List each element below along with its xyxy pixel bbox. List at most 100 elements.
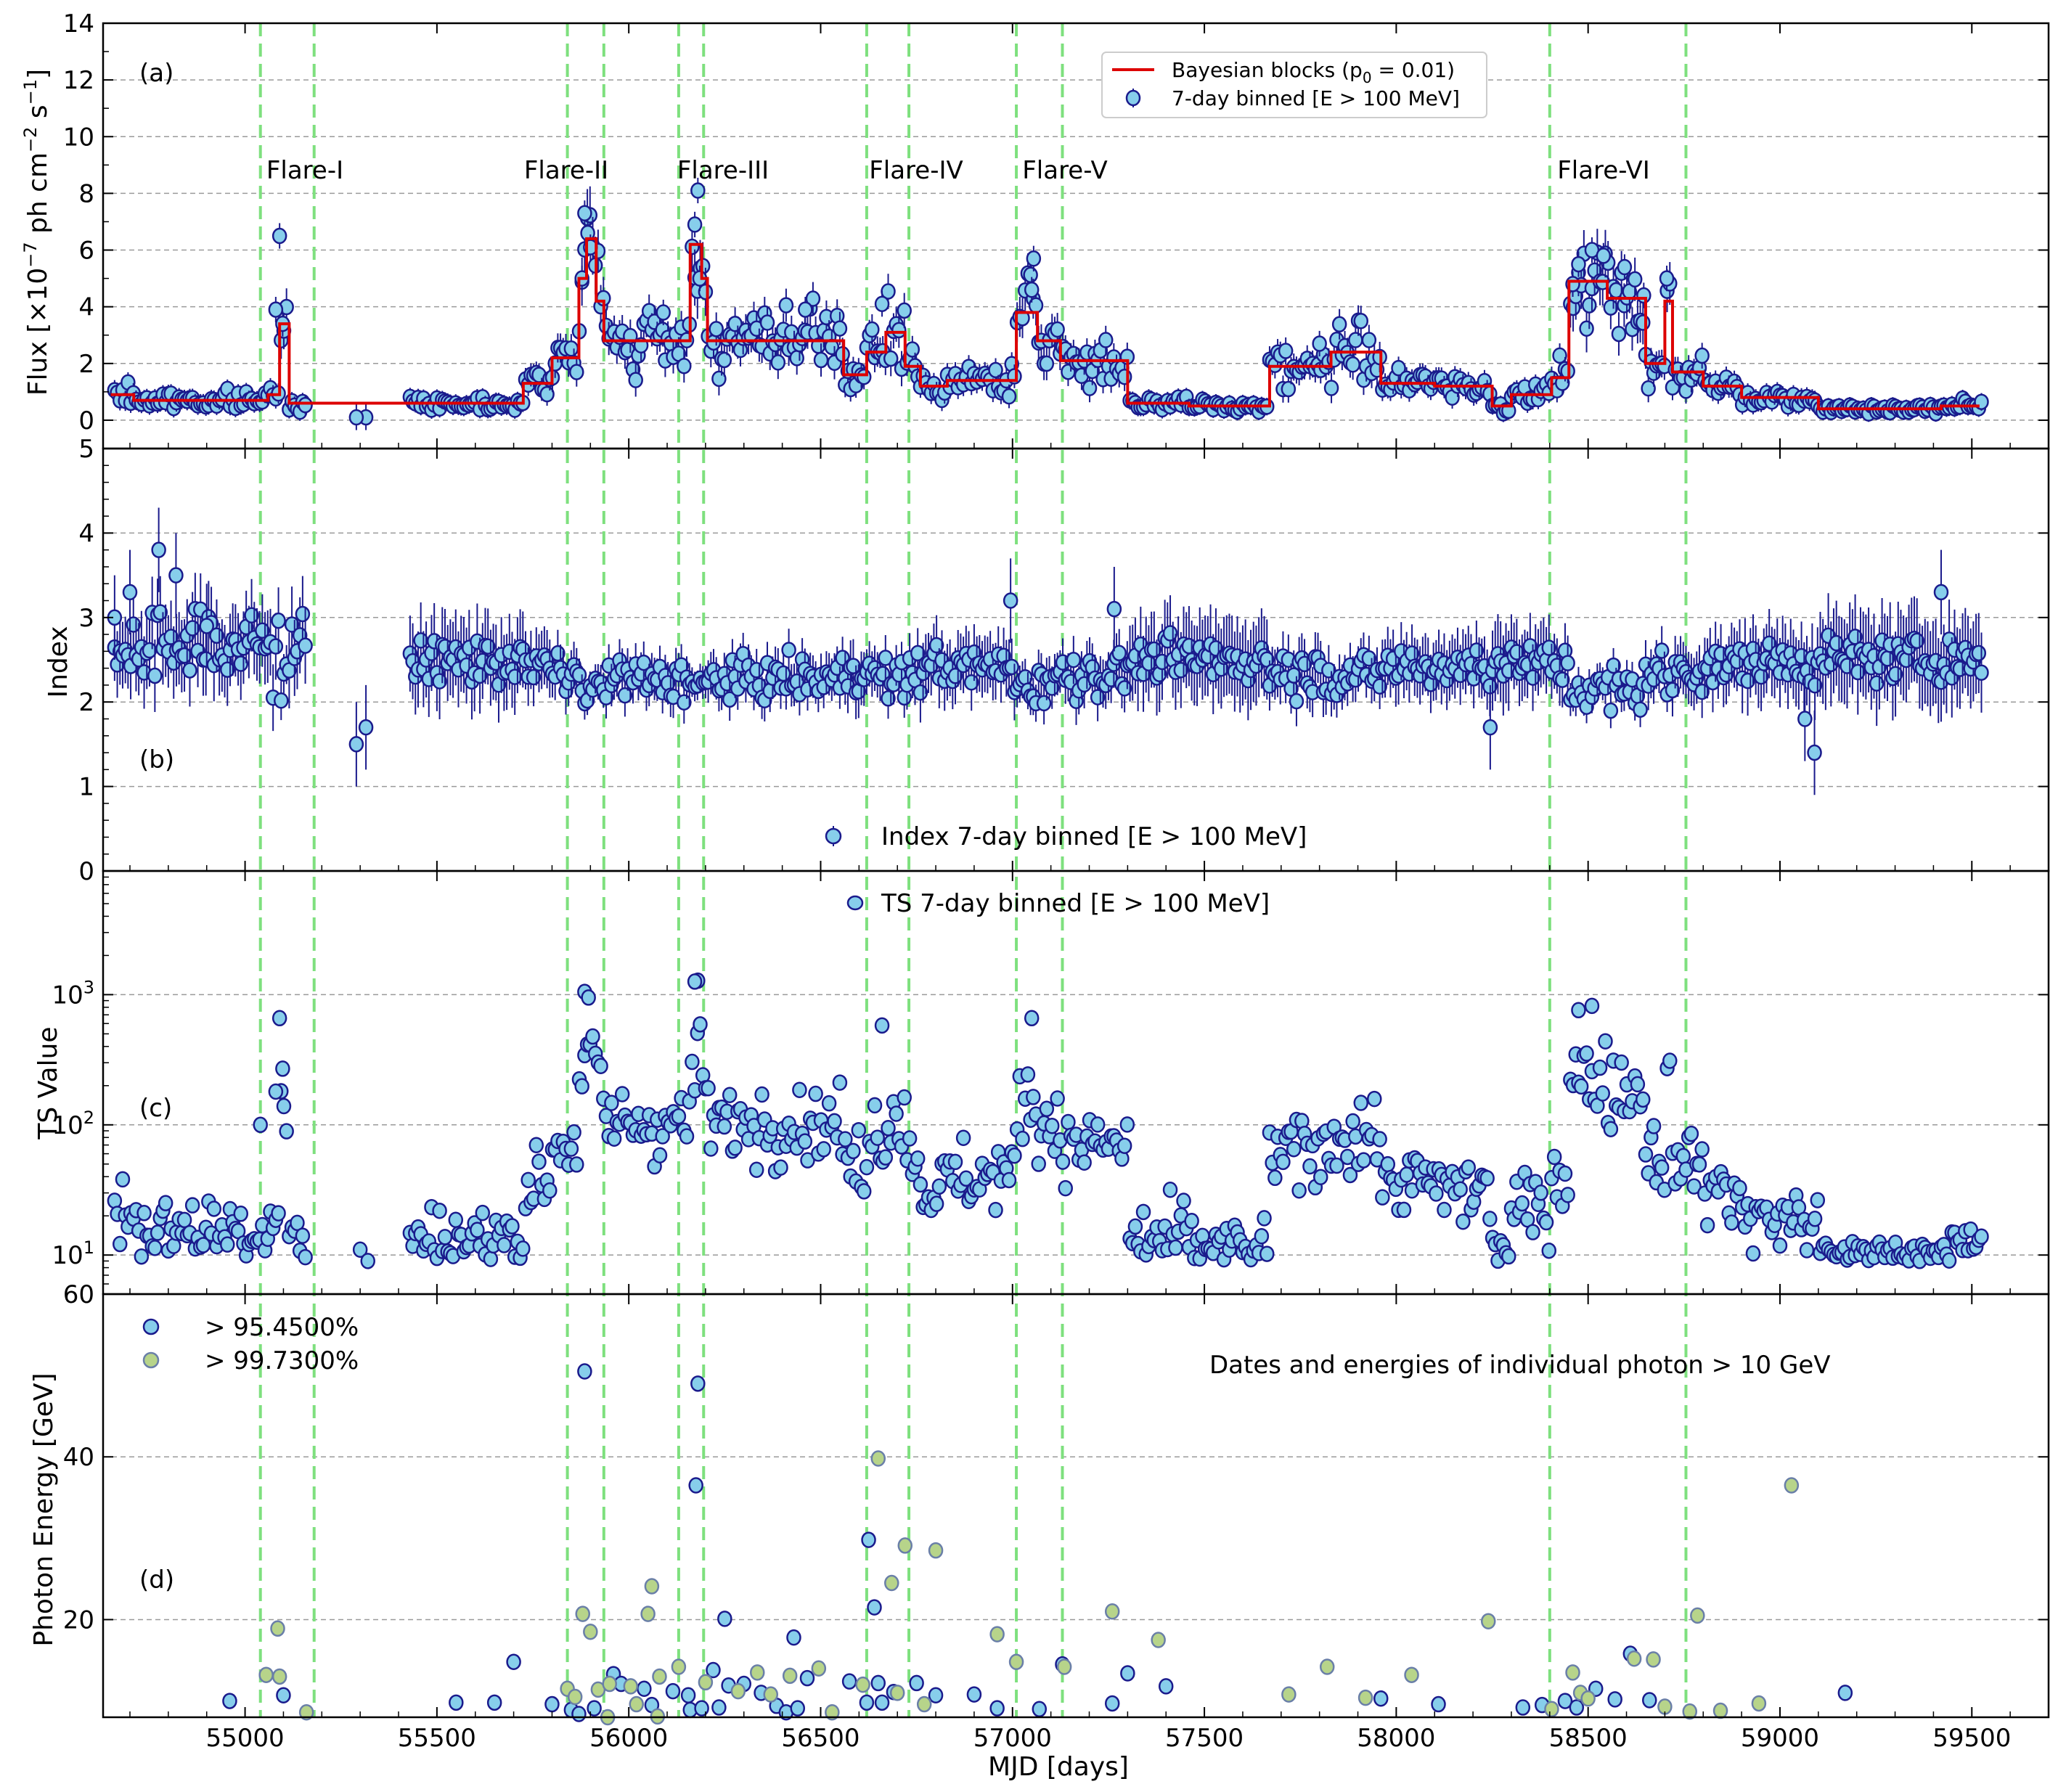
ts-point-0 [107, 1192, 123, 1209]
ts-point-295 [1001, 1171, 1017, 1189]
ts-point-10 [134, 1248, 150, 1265]
ts-point-434 [1375, 1189, 1390, 1206]
ts-point-328 [1090, 1116, 1106, 1133]
ts-highlight-2 [268, 1083, 284, 1100]
ytick-label-p3-20: 20 [63, 1605, 94, 1635]
flux-point-216 [789, 350, 804, 367]
ts-highlight-8 [1584, 997, 1600, 1015]
legend-d-label-9973: > 99.7300% [205, 1346, 359, 1375]
photon-9545-36 [1569, 1699, 1585, 1716]
ts-point-249 [878, 1149, 894, 1166]
ytick-label-p1-3: 3 [78, 604, 94, 633]
photon-9973-47 [1712, 1702, 1728, 1719]
ts-point-538 [1654, 1159, 1670, 1176]
ts-point-279 [958, 1170, 974, 1187]
ts-point-148 [606, 1130, 622, 1147]
ts-point-355 [1162, 1181, 1178, 1198]
photon-9545-9 [637, 1680, 652, 1698]
photon-9973-14 [989, 1626, 1005, 1642]
photon-9545-11 [680, 1687, 696, 1703]
ylabel-ts: TS Value [33, 1026, 63, 1140]
flux-point-232 [832, 320, 848, 337]
index-point-656 [1971, 645, 1987, 662]
ts-point-147 [604, 1095, 619, 1111]
index-highlight-10 [1933, 584, 1949, 601]
ts-point-457 [1437, 1201, 1452, 1219]
index-point-347 [1141, 655, 1156, 672]
index-point-519 [1603, 702, 1619, 719]
ts-point-262 [912, 1176, 928, 1193]
photon-9545-53 [711, 1699, 727, 1716]
photon-9545-0 [577, 1363, 592, 1380]
panel-d-points [222, 1363, 1853, 1726]
legend-c-swatch [846, 895, 864, 911]
ts-highlight-9 [1571, 1002, 1586, 1019]
flux-point-440 [1391, 359, 1406, 377]
ts-point-466 [1461, 1159, 1477, 1176]
ts-point-345 [1135, 1203, 1151, 1221]
ts-point-519 [1603, 1121, 1619, 1137]
photon-9545-24 [966, 1686, 982, 1703]
ts-point-2 [113, 1235, 128, 1253]
photon-9545-42 [222, 1693, 237, 1709]
flux-point-424 [1348, 332, 1363, 348]
legend-d-swatch-9545 [142, 1318, 160, 1335]
index-point-603 [1829, 634, 1844, 652]
photon-9973-49 [1580, 1690, 1596, 1707]
photon-9545-10 [665, 1682, 681, 1700]
ytick-label-p1-4: 4 [78, 519, 94, 548]
ts-point-645 [1941, 1252, 1957, 1269]
panel-tag-b: (b) [139, 745, 174, 774]
panel-tag-d: (d) [139, 1566, 174, 1595]
photon-9973-4 [897, 1537, 913, 1554]
flux-point-205 [759, 314, 775, 331]
flux-point-186 [709, 321, 724, 337]
ylabel-flux: Flux [×10−7 ph cm−2 s−1] [20, 69, 53, 396]
ts-point-64 [279, 1123, 294, 1140]
flux-point-123 [539, 385, 555, 403]
ts-point-175 [679, 1128, 695, 1145]
xtick-label-55500: 55500 [398, 1724, 476, 1753]
legend-a-point-label: 7-day binned [E > 100 MeV] [1172, 86, 1460, 110]
panel-frame-3 [102, 1293, 2050, 1719]
flux-point-331 [1098, 332, 1114, 348]
index-point-118 [526, 668, 542, 686]
ts-point-564 [1724, 1214, 1739, 1231]
ts-point-183 [701, 1079, 716, 1097]
flux-point-251 [883, 350, 899, 367]
photon-9545-31 [1373, 1690, 1389, 1707]
ts-point-552 [1691, 1156, 1707, 1173]
index-point-42 [220, 661, 235, 678]
ts-point-498 [1546, 1148, 1562, 1166]
index-point-618 [1869, 675, 1885, 692]
ts-point-97 [470, 1222, 485, 1238]
photon-9545-12 [706, 1661, 721, 1679]
flux-point-212 [778, 297, 794, 314]
ts-point-495 [1538, 1214, 1554, 1231]
ytick-label-p2-10: 101 [52, 1237, 94, 1270]
index-point-237 [846, 658, 861, 674]
photon-9973-46 [1682, 1703, 1698, 1720]
photon-9973-48 [1751, 1695, 1767, 1712]
photon-9973-5 [928, 1542, 944, 1559]
legend-b-label: Index 7-day binned [E > 100 MeV] [881, 822, 1307, 851]
flux-point-177 [685, 238, 700, 255]
photon-9545-45 [486, 1694, 502, 1711]
flux-peak-12 [874, 295, 890, 313]
ts-point-503 [1560, 1187, 1575, 1203]
photon-9545-29 [1104, 1695, 1120, 1712]
photon-9973-12 [1480, 1613, 1496, 1629]
flux-point-256 [897, 302, 912, 319]
flux-point-522 [1611, 325, 1627, 343]
photon-9545-23 [928, 1687, 944, 1703]
flux-peak-24 [1312, 335, 1327, 352]
photon-9973-23 [629, 1695, 645, 1713]
ts-point-119 [528, 1137, 544, 1154]
photon-9545-25 [989, 1700, 1005, 1717]
legend-a-line-label: Bayesian blocks (p0 = 0.01) [1172, 58, 1455, 86]
ts-point-389 [1254, 1227, 1270, 1245]
flux-point-423 [1345, 356, 1360, 373]
photon-9973-33 [855, 1676, 870, 1693]
ts-point-234 [838, 1131, 853, 1147]
ylabel-index: Index [44, 626, 73, 697]
